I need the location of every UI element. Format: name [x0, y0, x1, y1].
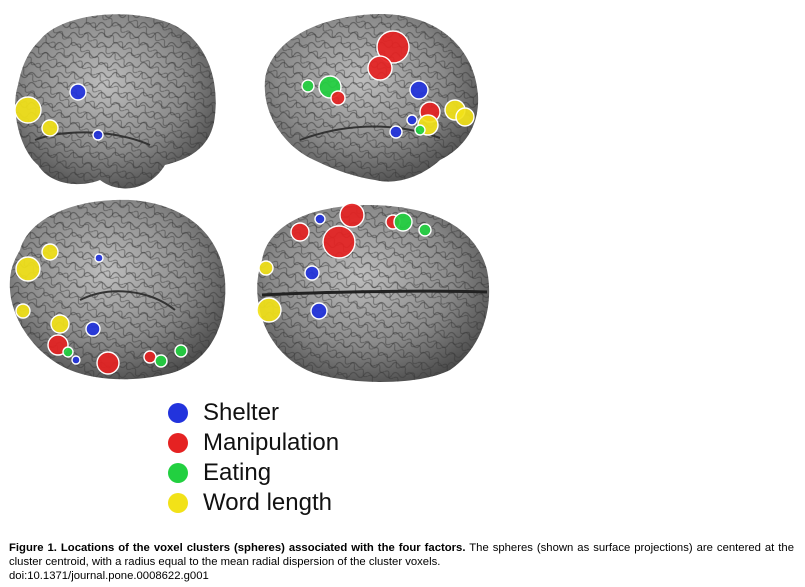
legend-item-yellow: Word length — [168, 488, 339, 518]
lateral-right-view-blue-sphere — [389, 125, 403, 139]
lateral-left-view-yellow-sphere — [41, 119, 59, 137]
superior-view-yellow-sphere — [256, 297, 282, 323]
brain-lateral-left — [15, 14, 216, 189]
legend-swatch-blue — [168, 403, 188, 423]
inferior-view-yellow-sphere — [41, 243, 59, 261]
lateral-left-view-blue-sphere — [69, 83, 87, 101]
superior-view-red-sphere — [290, 222, 310, 242]
inferior-view-green-sphere — [62, 346, 74, 358]
legend-label: Manipulation — [203, 429, 340, 456]
cluster-spheres — [14, 30, 475, 375]
inferior-view-yellow-sphere — [15, 256, 41, 282]
superior-view-blue-sphere — [304, 265, 320, 281]
lateral-right-view-blue-sphere — [406, 114, 418, 126]
caption-title: Figure 1. Locations of the voxel cluster… — [9, 542, 466, 554]
lateral-right-view-green-sphere — [301, 79, 315, 93]
superior-view-yellow-sphere — [258, 260, 274, 276]
doi-line: doi:10.1371/journal.pone.0008622.g001 — [9, 570, 209, 582]
brain-figure — [9, 14, 490, 382]
inferior-view-green-sphere — [154, 354, 168, 368]
legend: Shelter Manipulation Eating Word length — [168, 398, 339, 518]
lateral-right-view-yellow-sphere — [455, 107, 475, 127]
inferior-view-red-sphere — [143, 350, 157, 364]
legend-item-green: Eating — [168, 458, 339, 488]
figure-caption: Figure 1. Locations of the voxel cluster… — [9, 541, 794, 569]
inferior-view-blue-sphere — [71, 355, 81, 365]
legend-swatch-red — [168, 433, 188, 453]
legend-label: Shelter — [203, 399, 280, 426]
superior-view-red-sphere — [322, 225, 356, 259]
inferior-view-red-sphere — [96, 351, 120, 375]
inferior-view-yellow-sphere — [50, 314, 70, 334]
lateral-right-view-green-sphere — [414, 124, 426, 136]
legend-swatch-green — [168, 463, 188, 483]
inferior-view-blue-sphere — [85, 321, 101, 337]
inferior-view-yellow-sphere — [15, 303, 31, 319]
superior-view-blue-sphere — [310, 302, 328, 320]
superior-view-red-sphere — [339, 202, 365, 228]
legend-item-red: Manipulation — [168, 428, 339, 458]
legend-swatch-yellow — [168, 493, 188, 513]
inferior-view-blue-sphere — [94, 253, 104, 263]
brain-lateral-right — [264, 14, 479, 182]
lateral-left-view-yellow-sphere — [14, 96, 42, 124]
lateral-right-view-red-sphere — [367, 55, 393, 81]
legend-label: Eating — [203, 459, 272, 486]
legend-label: Word length — [203, 489, 332, 516]
superior-view-green-sphere — [418, 223, 432, 237]
brain-superior — [257, 205, 490, 382]
caption-text: The spheres (shown as surface projection… — [9, 542, 794, 568]
superior-view-blue-sphere — [314, 213, 326, 225]
brain-views — [9, 14, 490, 382]
lateral-left-view-blue-sphere — [92, 129, 104, 141]
inferior-view-green-sphere — [174, 344, 188, 358]
superior-view-green-sphere — [393, 212, 413, 232]
brain-inferior — [9, 199, 226, 380]
lateral-right-view-red-sphere — [376, 30, 410, 64]
legend-item-blue: Shelter — [168, 398, 339, 428]
lateral-right-view-blue-sphere — [409, 80, 429, 100]
lateral-right-view-red-sphere — [330, 90, 346, 106]
